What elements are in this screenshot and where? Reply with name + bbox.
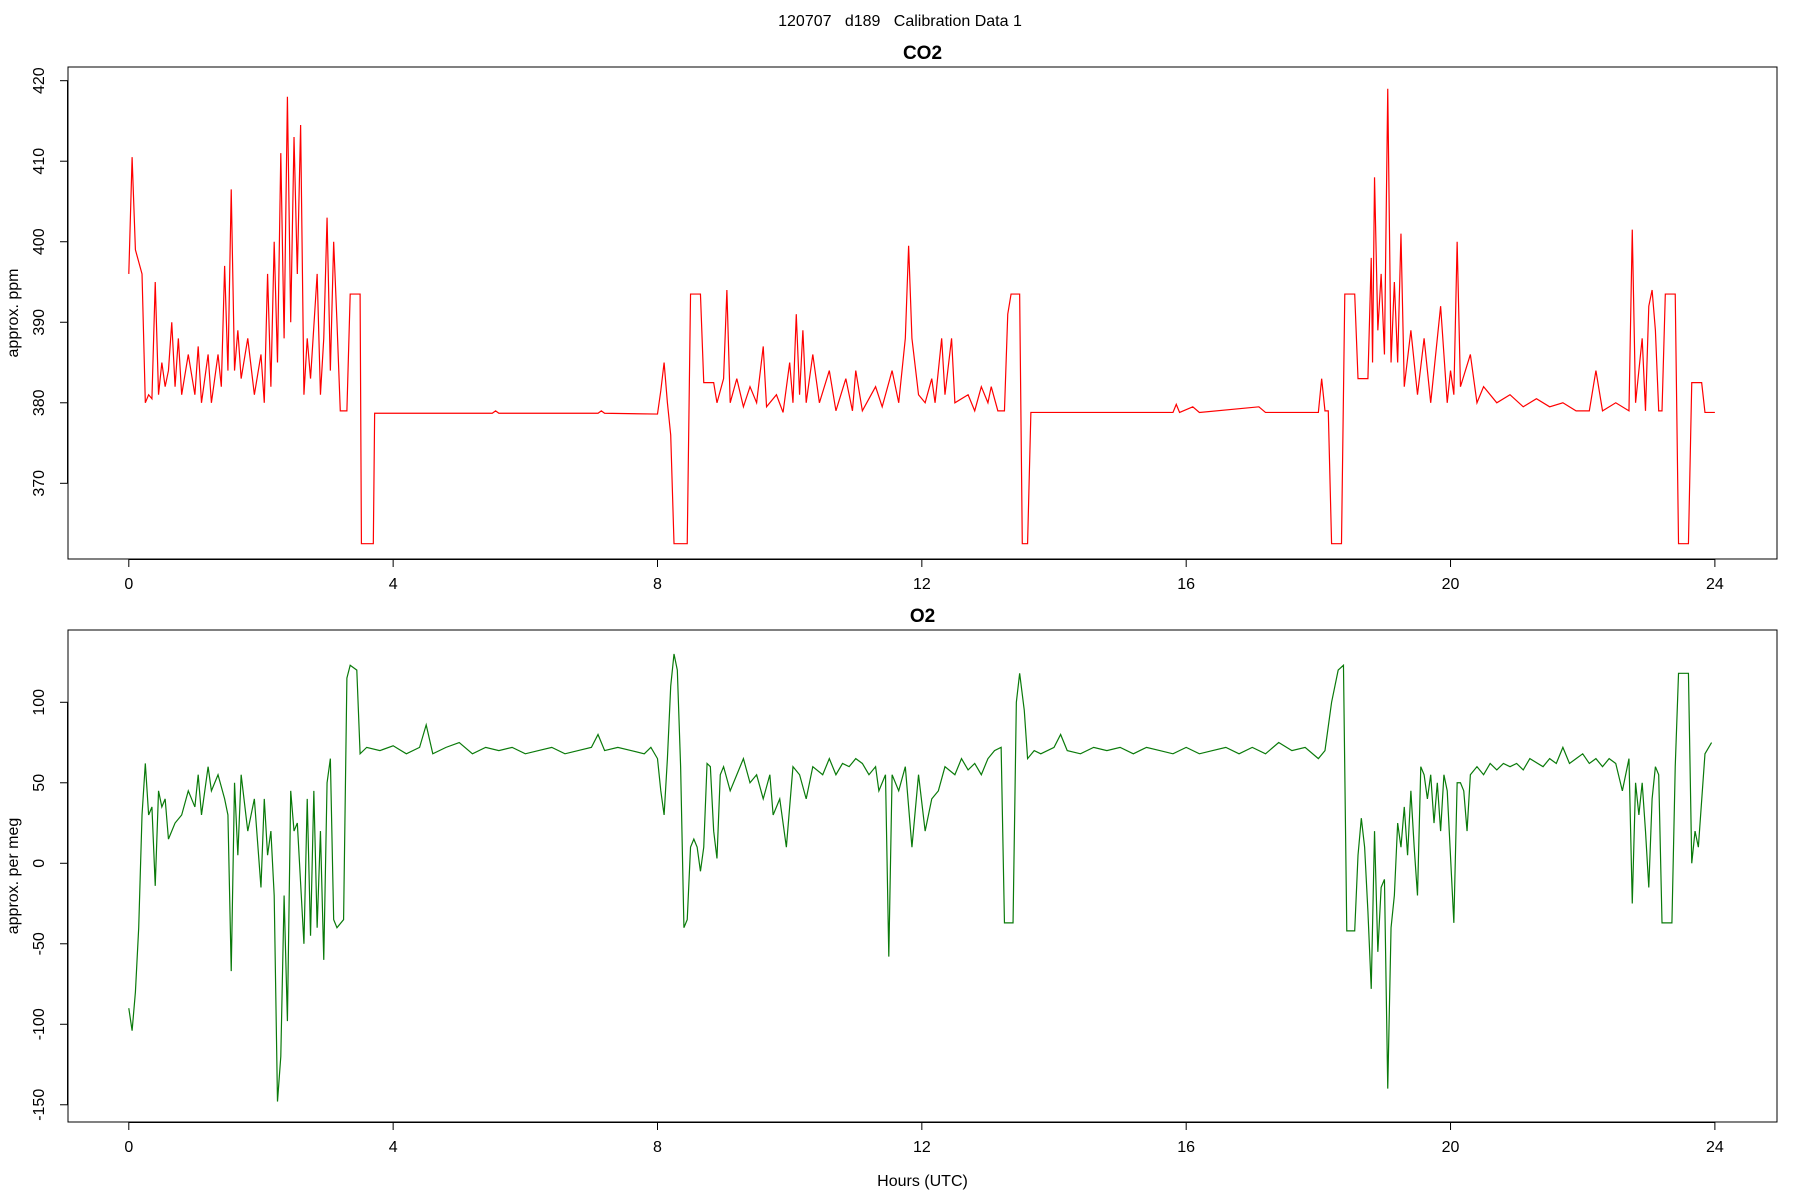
y-tick-label: 370 — [31, 470, 48, 497]
y-tick-label: 0 — [31, 859, 48, 868]
x-tick-label: 16 — [1177, 576, 1195, 593]
plot-frame — [67, 629, 1778, 1123]
x-tick-label: 20 — [1442, 576, 1460, 593]
y-tick-label: 380 — [31, 389, 48, 416]
y-tick-label: 420 — [31, 67, 48, 94]
x-tick-label: 0 — [124, 1139, 133, 1156]
x-tick-label: 8 — [653, 576, 662, 593]
x-tick-label: 24 — [1706, 576, 1724, 593]
data-line — [128, 88, 1715, 545]
x-tick-label: 4 — [389, 1139, 398, 1156]
y-tick-label: -50 — [31, 932, 48, 955]
y-axis-label: approx. ppm — [5, 269, 22, 358]
y-tick-label: 50 — [31, 774, 48, 792]
y-tick-label: 410 — [31, 148, 48, 175]
y-tick-label: -150 — [31, 1089, 48, 1121]
y-tick-label: 400 — [31, 228, 48, 255]
x-tick-label: 16 — [1177, 1139, 1195, 1156]
x-tick-label: 8 — [653, 1139, 662, 1156]
data-line — [128, 653, 1713, 1102]
y-tick-label: 390 — [31, 309, 48, 336]
panel-title: CO2 — [903, 43, 942, 64]
x-tick-label: 24 — [1706, 1139, 1724, 1156]
x-tick-label: 12 — [913, 576, 931, 593]
x-axis-label: Hours (UTC) — [877, 1173, 968, 1190]
x-tick-label: 20 — [1442, 1139, 1460, 1156]
x-tick-label: 4 — [389, 576, 398, 593]
panel-title: O2 — [910, 606, 935, 627]
x-tick-label: 0 — [124, 576, 133, 593]
x-tick-label: 12 — [913, 1139, 931, 1156]
figure-title: 120707 d189 Calibration Data 1 — [778, 13, 1022, 30]
y-tick-label: 100 — [31, 689, 48, 716]
y-tick-label: -100 — [31, 1008, 48, 1040]
y-axis-label: approx. per meg — [5, 818, 22, 935]
